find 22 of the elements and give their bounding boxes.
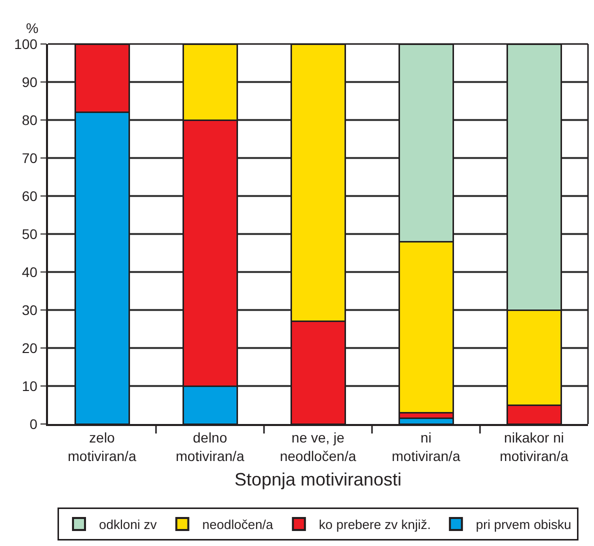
legend-label: odkloni zv: [99, 517, 158, 532]
y-tick-label: 90: [22, 74, 38, 90]
y-tick-label: 40: [22, 264, 38, 280]
legend-label: pri prvem obisku: [476, 517, 572, 532]
y-tick-label: 100: [14, 36, 38, 52]
x-tick-label: ni motiviran/a: [392, 430, 460, 464]
x-tick-label: ne ve, je neodločen/a: [280, 430, 356, 464]
legend-label: neodločen/a: [202, 517, 274, 532]
y-tick-label: 10: [22, 378, 38, 394]
y-tick-label: 30: [22, 302, 38, 318]
y-tick-label: 0: [30, 416, 38, 432]
y-axis-title: %: [26, 20, 38, 36]
x-tick-label: nikakor ni motiviran/a: [500, 430, 568, 464]
x-tick-label: zelo motiviran/a: [68, 430, 136, 464]
y-tick-label: 50: [22, 226, 38, 242]
x-tick-label: delno motiviran/a: [176, 430, 244, 464]
x-axis-title: Stopnja motiviranosti: [234, 469, 402, 490]
y-tick-label: 80: [22, 112, 38, 128]
y-tick-label: 20: [22, 340, 38, 356]
y-tick-label: 60: [22, 188, 38, 204]
legend-label: ko prebere zv knjiž.: [318, 517, 431, 532]
y-tick-label: 70: [22, 150, 38, 166]
